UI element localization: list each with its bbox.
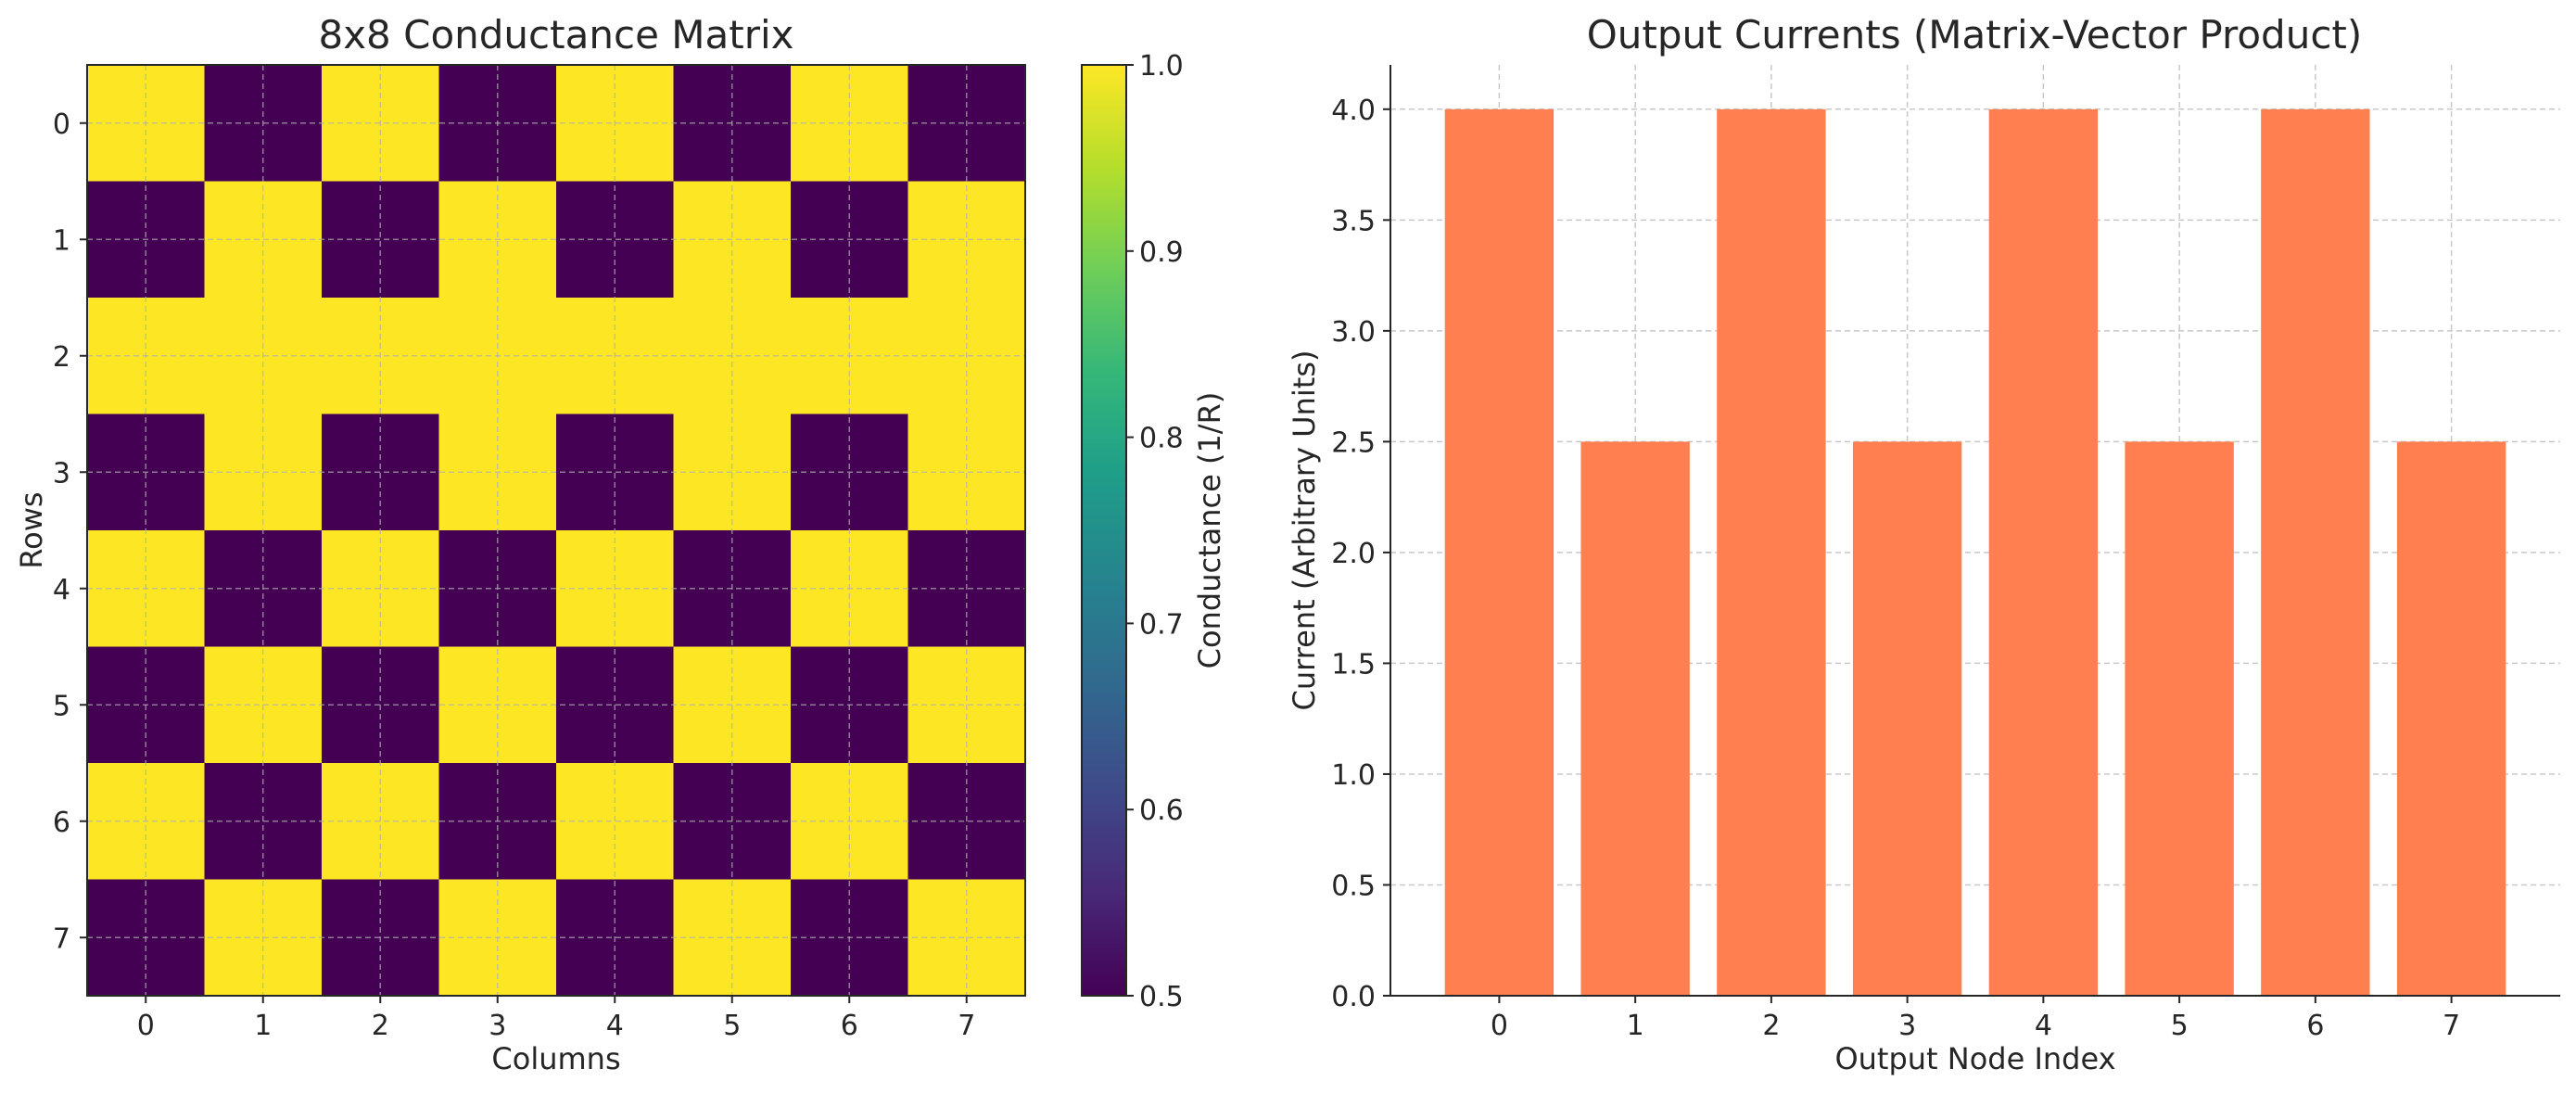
bar: [1444, 108, 1554, 997]
bar-x-tick-label: 7: [2443, 1010, 2460, 1042]
bar-x-tick-label: 5: [2171, 1010, 2189, 1042]
bar-x-tick-label: 2: [1762, 1010, 1780, 1042]
colorbar-tick-label: 0.5: [1139, 981, 1184, 1013]
bar: [1717, 108, 1826, 997]
colorbar-gradient: [1082, 65, 1126, 996]
heatmap-x-tick-label: 6: [841, 1010, 858, 1042]
bar-grid: [1390, 65, 2560, 997]
bar-x-axis-label: Output Node Index: [1834, 1041, 2115, 1076]
bar: [2261, 108, 2370, 997]
colorbar-tick-label: 0.7: [1139, 608, 1184, 641]
bar: [2125, 441, 2234, 996]
heatmap-y-ticks: 0 1 2 3 4 5 6 7: [53, 108, 87, 955]
colorbar-tick-label: 0.9: [1139, 236, 1184, 269]
heatmap-x-tick-label: 5: [723, 1010, 741, 1042]
heatmap-y-tick-label: 6: [53, 807, 70, 839]
colorbar-tick-label: 1.0: [1139, 50, 1184, 83]
bar-y-tick-label: 2.0: [1331, 538, 1376, 570]
heatmap-title: 8x8 Conductance Matrix: [318, 12, 793, 57]
colorbar-label: Conductance (1/R): [1192, 392, 1227, 669]
bar-x-tick-label: 0: [1491, 1010, 1508, 1042]
bar-x-tick-label: 3: [1898, 1010, 1916, 1042]
heatmap-grid: [87, 65, 1025, 996]
bar-chart-title: Output Currents (Matrix-Vector Product): [1587, 12, 2363, 57]
heatmap-x-ticks: 0 1 2 3 4 5 6 7: [137, 996, 975, 1042]
bar-y-tick-label: 1.0: [1331, 759, 1376, 792]
heatmap-x-tick-label: 0: [137, 1010, 155, 1042]
colorbar-ticks: 0.5 0.6 0.7 0.8 0.9 1.0: [1126, 50, 1184, 1013]
heatmap-x-tick-label: 7: [958, 1010, 975, 1042]
heatmap-x-tick-label: 4: [606, 1010, 624, 1042]
bar-y-tick-label: 3.5: [1331, 205, 1376, 237]
bars: [1444, 108, 2506, 997]
bar-panel: Output Currents (Matrix-Vector Product) …: [1287, 12, 2560, 1076]
colorbar-frame: [1081, 64, 1127, 997]
colorbar-tick-label: 0.6: [1139, 795, 1184, 827]
heatmap-y-tick-label: 5: [53, 690, 70, 722]
bar-y-tick-label: 0.0: [1331, 981, 1376, 1013]
heatmap-frame: [86, 64, 1026, 997]
bar: [2396, 441, 2506, 996]
heatmap-panel: 8x8 Conductance Matrix 0 1 2 3 4 5 6 7 0 1 2 3 4 5 6 7…: [14, 12, 1026, 1076]
bar-y-tick-label: 4.0: [1331, 95, 1376, 127]
bar-y-axis-label: Current (Arbitrary Units): [1287, 350, 1322, 711]
bar: [1580, 441, 1690, 996]
heatmap-y-tick-label: 7: [53, 922, 70, 955]
bar-x-tick-label: 1: [1627, 1010, 1644, 1042]
heatmap-y-axis-label: Rows: [14, 491, 49, 568]
bar: [1988, 108, 2099, 997]
bar-y-tick-label: 0.5: [1331, 870, 1376, 902]
bar-y-tick-label: 1.5: [1331, 648, 1376, 681]
colorbar-tick-label: 0.8: [1139, 423, 1184, 455]
heatmap-y-tick-label: 4: [53, 574, 70, 606]
heatmap-y-tick-label: 3: [53, 457, 70, 490]
bar-x-tick-label: 6: [2306, 1010, 2324, 1042]
heatmap-x-tick-label: 3: [489, 1010, 506, 1042]
heatmap-cells: [87, 65, 1026, 997]
bar-y-tick-label: 2.5: [1331, 426, 1376, 459]
bar-x-ticks: 0 1 2 3 4 5 6 7: [1491, 996, 2460, 1042]
colorbar: 0.5 0.6 0.7 0.8 0.9 1.0 Conductance (1/R): [1081, 50, 1227, 1013]
bar-x-tick-label: 4: [2035, 1010, 2052, 1042]
heatmap-y-tick-label: 1: [53, 224, 70, 257]
heatmap-x-tick-label: 2: [372, 1010, 389, 1042]
heatmap-y-tick-label: 0: [53, 108, 70, 141]
heatmap-x-axis-label: Columns: [491, 1041, 620, 1076]
heatmap-y-tick-label: 2: [53, 341, 70, 374]
bar-y-tick-label: 3.0: [1331, 316, 1376, 349]
bar-y-ticks: 0.0 0.5 1.0 1.5 2.0 2.5 3.0 3.5 4.0: [1331, 95, 1390, 1013]
bar: [1852, 441, 1962, 996]
heatmap-x-tick-label: 1: [254, 1010, 272, 1042]
